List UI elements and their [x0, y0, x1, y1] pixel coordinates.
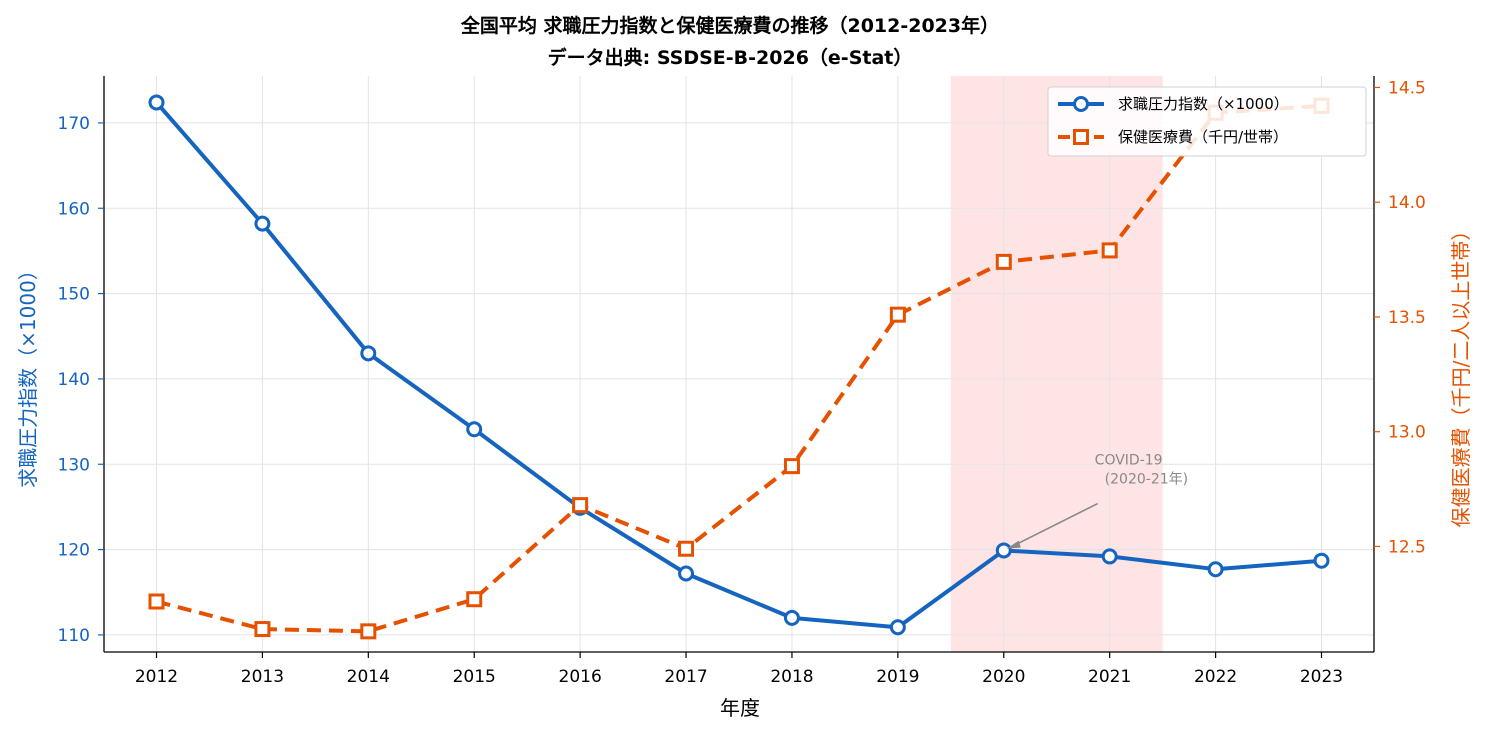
y-axis-label-right: 保健医療費（千円/二人以上世帯）: [1449, 221, 1473, 528]
background-layer: [950, 76, 1163, 652]
x-axis-label: 年度: [720, 696, 760, 720]
data-point-health-cost: [995, 253, 1012, 270]
data-point-health-cost: [360, 623, 377, 640]
legend-box: [1047, 86, 1367, 157]
y-tick-label-right: 12.5: [1388, 537, 1426, 557]
annotation-text-line-1: COVID-19: [1095, 453, 1163, 469]
legend-marker-circle: [1073, 96, 1089, 112]
covid-highlight-span: [950, 76, 1163, 652]
y-tick-label-left: 110: [58, 626, 90, 646]
axes-layer: 2012 2013 2014 2015 2016 2017 2018 2019 2020 2021…: [58, 76, 1426, 687]
data-point-health-cost: [148, 593, 165, 610]
data-point-job-pressure: [783, 609, 800, 626]
x-tick-label: 2014: [347, 667, 390, 687]
data-point-job-pressure: [678, 565, 695, 582]
data-point-health-cost: [783, 458, 800, 475]
y-tick-label-left: 160: [58, 199, 90, 219]
data-point-job-pressure: [254, 215, 271, 232]
legend-label: 求職圧力指数（×1000）: [1118, 95, 1289, 113]
data-point-job-pressure: [1207, 561, 1224, 578]
y-tick-label-right: 13.5: [1388, 308, 1426, 328]
y-tick-label-left: 130: [58, 455, 90, 475]
x-tick-label: 2017: [664, 667, 707, 687]
series-layer: [148, 94, 1330, 640]
x-tick-label: 2021: [1088, 667, 1131, 687]
y-tick-label-right: 13.0: [1388, 423, 1426, 443]
annotation-text-line-2: (2020-21年): [1105, 472, 1188, 488]
x-tick-label: 2022: [1194, 667, 1237, 687]
data-point-health-cost: [889, 306, 906, 323]
annotation-layer: COVID-19 (2020-21年): [1006, 453, 1188, 549]
x-tick-label: 2012: [135, 667, 178, 687]
annotation-arrowhead: [1006, 540, 1021, 549]
data-point-job-pressure: [360, 345, 377, 362]
data-point-health-cost: [254, 621, 271, 638]
y-tick-label-left: 120: [58, 541, 90, 561]
data-point-job-pressure: [466, 421, 483, 438]
data-point-health-cost: [1101, 242, 1118, 259]
y-tick-label-left: 150: [58, 285, 90, 305]
x-tick-label: 2013: [241, 667, 284, 687]
data-point-health-cost: [466, 591, 483, 608]
x-tick-label: 2018: [770, 667, 813, 687]
data-point-job-pressure: [1313, 552, 1330, 569]
data-point-job-pressure: [995, 542, 1012, 559]
y-axis-label-left: 求職圧力指数（×1000）: [16, 260, 40, 488]
chart-title: 全国平均 求職圧力指数と保健医療費の推移（2012-2023年）: [460, 14, 999, 37]
x-tick-label: 2023: [1300, 667, 1343, 687]
x-tick-label: 2020: [982, 667, 1025, 687]
series-line-job-pressure: [154, 100, 1324, 630]
data-point-job-pressure: [148, 94, 165, 111]
x-tick-label: 2019: [876, 667, 919, 687]
series-line-health-cost: [155, 103, 1322, 634]
y-tick-label-left: 170: [58, 114, 90, 134]
data-point-health-cost: [572, 497, 589, 514]
data-point-job-pressure: [1101, 548, 1118, 565]
x-tick-label: 2015: [453, 667, 496, 687]
data-point-health-cost: [678, 540, 695, 557]
y-tick-label-right: 14.5: [1388, 78, 1426, 98]
x-tick-label: 2016: [559, 667, 602, 687]
legend-label: 保健医療費（千円/世帯）: [1118, 128, 1288, 146]
y-tick-label-right: 14.0: [1388, 193, 1426, 213]
legend-marker-square: [1073, 129, 1089, 145]
y-tick-label-left: 140: [58, 370, 90, 390]
data-point-job-pressure: [889, 619, 906, 636]
annotation-arrow: [1009, 502, 1099, 549]
legend: 求職圧力指数（×1000） 保健医療費（千円/世帯）: [1047, 86, 1367, 157]
chart-subtitle: データ出典: SSDSE-B-2026（e-Stat）: [548, 46, 913, 69]
